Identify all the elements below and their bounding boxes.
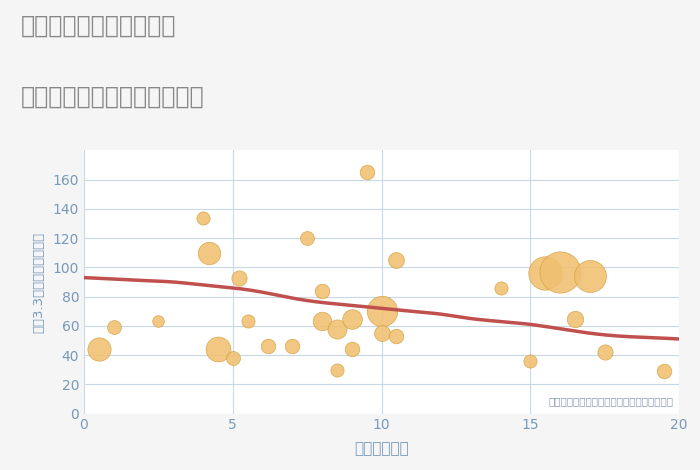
Point <box>659 368 670 375</box>
Point <box>525 357 536 365</box>
Point <box>153 318 164 325</box>
Point <box>599 348 610 356</box>
Point <box>584 273 595 280</box>
Point <box>93 345 104 353</box>
Point <box>233 274 244 282</box>
Text: 奈良県奈良市西城戸町の: 奈良県奈良市西城戸町の <box>21 14 176 38</box>
Point <box>242 318 253 325</box>
Point <box>316 318 328 325</box>
Point <box>212 345 223 353</box>
Text: 円の大きさは、取引のあった物件面積を示す: 円の大きさは、取引のあった物件面積を示す <box>548 396 673 406</box>
Point <box>346 345 357 353</box>
Text: 駅距離別中古マンション価格: 駅距離別中古マンション価格 <box>21 85 204 109</box>
Point <box>227 354 238 362</box>
Point <box>287 343 298 350</box>
Point <box>331 366 342 374</box>
Point <box>361 169 372 176</box>
Point <box>391 256 402 264</box>
Point <box>376 329 387 337</box>
Point <box>263 343 274 350</box>
Point <box>376 307 387 315</box>
Point <box>540 269 551 277</box>
Point <box>495 284 506 291</box>
Point <box>391 332 402 340</box>
Point <box>203 249 214 257</box>
Point <box>302 235 313 242</box>
Point <box>331 325 342 333</box>
Point <box>346 315 357 322</box>
Point <box>554 268 566 275</box>
Point <box>569 315 580 322</box>
X-axis label: 駅距離（分）: 駅距離（分） <box>354 441 409 456</box>
Point <box>108 323 119 331</box>
Point <box>197 214 209 221</box>
Y-axis label: 坪（3.3㎡）単価（万円）: 坪（3.3㎡）単価（万円） <box>33 231 46 333</box>
Point <box>316 287 328 295</box>
